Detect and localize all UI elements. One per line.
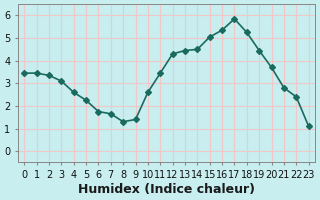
X-axis label: Humidex (Indice chaleur): Humidex (Indice chaleur) <box>78 183 255 196</box>
